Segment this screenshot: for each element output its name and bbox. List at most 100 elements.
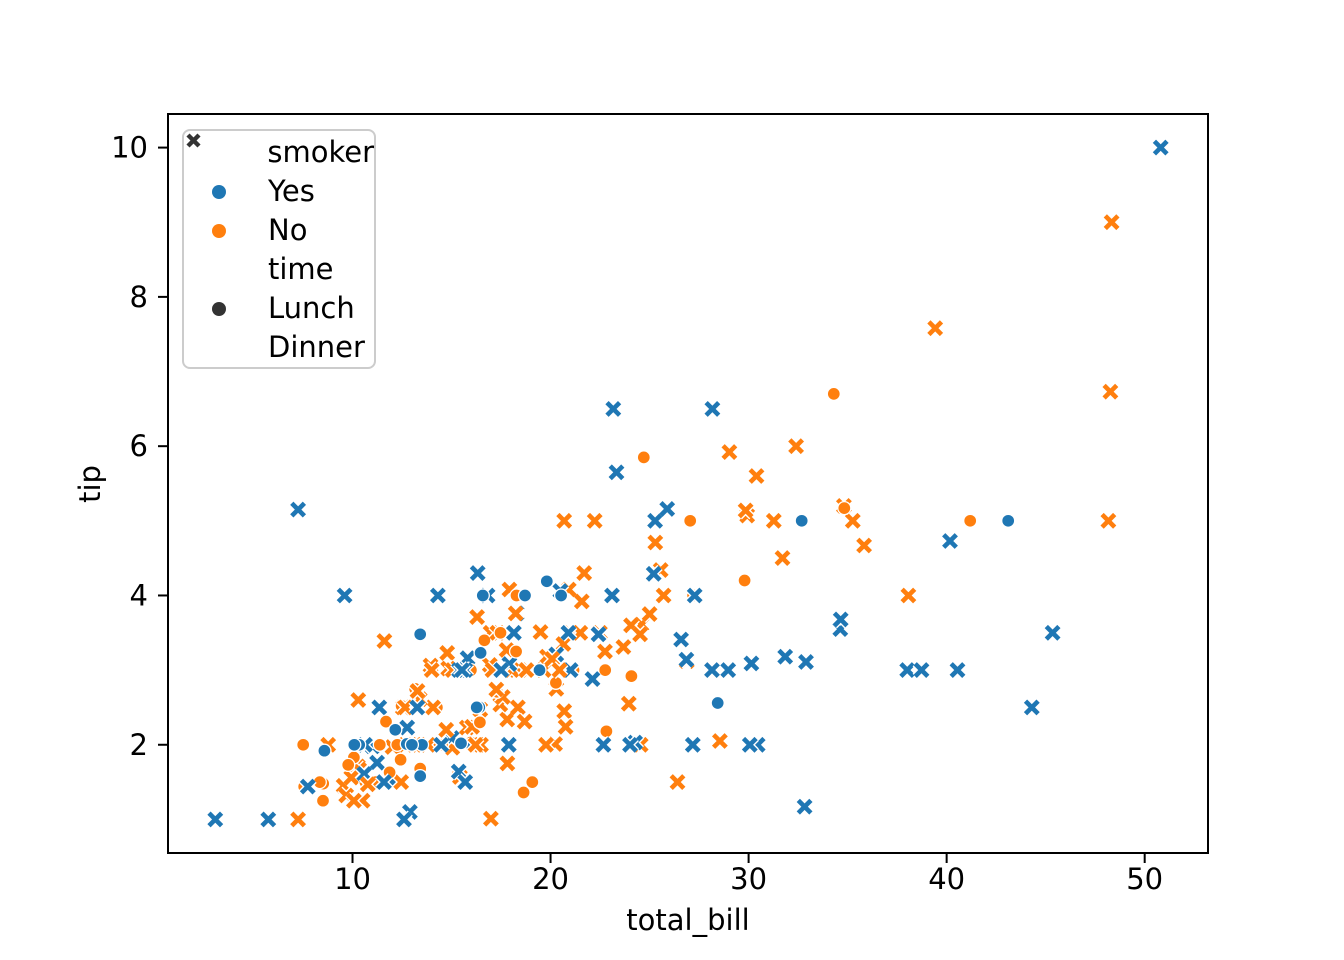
data-point-x xyxy=(1152,139,1169,156)
data-point-x xyxy=(507,605,524,622)
data-point-x xyxy=(532,624,549,640)
data-point-x xyxy=(777,648,794,665)
data-point-x xyxy=(376,633,393,649)
data-point-x xyxy=(856,537,873,554)
data-point-x xyxy=(482,810,499,827)
x-tick-label: 20 xyxy=(532,862,569,896)
data-point-x xyxy=(469,565,486,582)
y-tick-label: 8 xyxy=(130,280,148,314)
data-point-x xyxy=(505,624,522,641)
data-point-circle xyxy=(599,724,614,739)
data-point-x xyxy=(336,587,353,604)
data-point-circle xyxy=(473,645,488,661)
data-point-x xyxy=(369,754,386,771)
data-point-x xyxy=(741,736,758,753)
data-point-x xyxy=(433,736,450,753)
data-point-x xyxy=(576,565,593,582)
scatter-points xyxy=(206,138,1170,829)
data-point-x xyxy=(557,718,574,735)
data-point-x xyxy=(399,719,416,736)
data-point-circle xyxy=(539,574,554,589)
data-point-x xyxy=(620,695,637,712)
data-point-circle xyxy=(404,737,420,752)
data-point-x xyxy=(659,500,676,517)
data-point-x xyxy=(673,631,690,648)
data-point-circle xyxy=(826,386,841,402)
data-point-x xyxy=(538,736,554,753)
data-point-x xyxy=(743,655,760,672)
data-point-circle xyxy=(517,588,533,603)
data-point-x xyxy=(647,534,664,551)
data-point-x xyxy=(393,774,410,791)
data-point-x xyxy=(345,792,362,809)
data-point-circle xyxy=(516,785,531,800)
data-point-x xyxy=(467,736,484,753)
legend-entry-row: Lunch xyxy=(184,289,374,328)
data-point-x xyxy=(604,587,620,604)
data-point-x xyxy=(678,651,695,668)
data-point-x xyxy=(457,774,474,791)
legend-entry-label: Dinner xyxy=(268,330,365,364)
data-point-x xyxy=(469,609,486,626)
data-point-x xyxy=(720,662,737,679)
data-point-x xyxy=(605,400,622,417)
data-point-circle xyxy=(532,662,547,678)
data-point-circle xyxy=(794,513,809,528)
data-point-x xyxy=(615,639,632,655)
data-point-x xyxy=(396,811,412,828)
data-point-x xyxy=(608,464,625,481)
data-point-x xyxy=(796,798,813,815)
data-point-x xyxy=(927,320,944,337)
data-point-x xyxy=(655,587,672,604)
data-point-x xyxy=(899,662,916,679)
data-point-x xyxy=(632,626,649,643)
legend-entry-label: No xyxy=(268,213,308,247)
data-point-x xyxy=(711,733,728,749)
data-point-circle xyxy=(683,513,698,528)
data-point-x xyxy=(359,776,376,793)
data-point-circle xyxy=(372,737,387,752)
legend-entry-row: Dinner xyxy=(184,133,374,367)
data-point-circle xyxy=(624,668,639,684)
data-point-circle xyxy=(598,662,613,678)
legend-circle-icon xyxy=(204,184,234,199)
data-point-x xyxy=(343,769,360,786)
legend-entry-row: No xyxy=(184,211,374,250)
data-point-circle xyxy=(315,793,331,808)
data-point-circle xyxy=(453,736,469,751)
legend-section-title: smoker xyxy=(267,135,374,169)
data-point-circle xyxy=(525,774,540,790)
data-point-x xyxy=(844,512,861,529)
data-point-x xyxy=(439,644,456,661)
data-point-x xyxy=(350,692,367,708)
axes-frame xyxy=(167,113,1209,854)
data-point-x xyxy=(590,626,607,643)
data-point-x xyxy=(684,736,701,753)
data-point-circle xyxy=(477,633,492,648)
legend-entry-label: Lunch xyxy=(268,291,355,325)
data-point-circle xyxy=(388,722,403,737)
y-tick-label: 10 xyxy=(111,131,148,165)
data-point-x xyxy=(942,533,958,549)
data-point-x xyxy=(438,721,455,738)
legend: smoker Yes No time Lunch Dinner xyxy=(182,129,376,369)
data-point-circle xyxy=(553,588,569,603)
data-point-x xyxy=(260,811,277,828)
y-axis-label: tip xyxy=(73,465,107,503)
data-point-x xyxy=(645,565,662,582)
data-point-x xyxy=(454,662,470,679)
data-point-x xyxy=(1102,383,1119,400)
data-point-circle xyxy=(737,573,752,588)
data-point-circle xyxy=(963,513,978,528)
data-point-circle xyxy=(378,714,394,729)
data-point-x xyxy=(798,653,814,670)
data-point-x xyxy=(423,662,440,679)
legend-section-title-row: smoker xyxy=(184,133,374,172)
data-point-x xyxy=(748,468,765,484)
data-point-x xyxy=(376,774,392,791)
data-point-x xyxy=(488,681,505,698)
data-point-circle xyxy=(636,450,651,465)
data-point-x xyxy=(704,400,721,417)
data-point-x xyxy=(597,643,613,660)
